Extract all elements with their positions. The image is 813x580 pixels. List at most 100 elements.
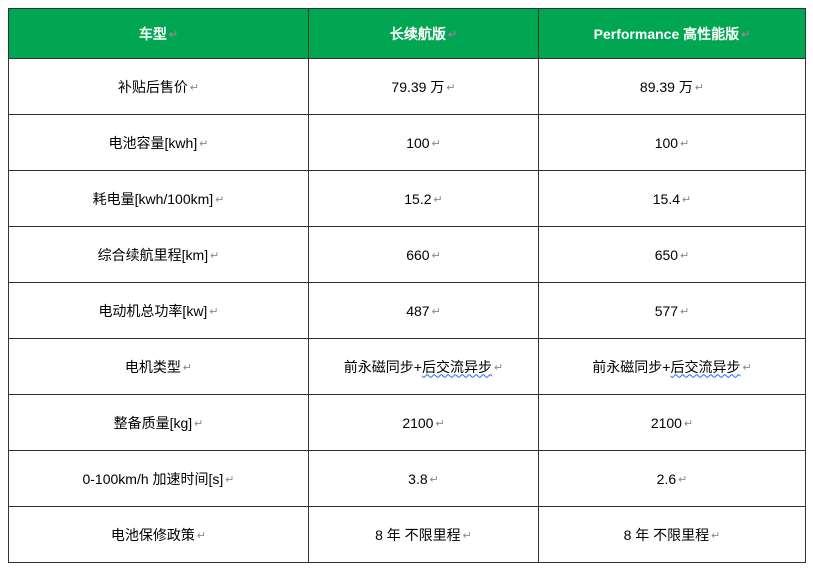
cell-value: 15.2 <box>404 191 431 207</box>
header-label: 车型 <box>139 24 167 44</box>
cell-value-wavy: 后交流异步 <box>670 357 740 377</box>
cell-value-pre: 前永磁同步+ <box>344 357 422 377</box>
return-mark: ↵ <box>695 81 704 94</box>
return-mark: ↵ <box>680 249 689 262</box>
cell-value: 660 <box>406 247 429 263</box>
return-mark: ↵ <box>432 249 441 262</box>
perf-cell: 2100↵ <box>539 395 806 451</box>
table-row: 电池容量[kwh]↵ 100↵ 100↵ <box>9 115 806 171</box>
return-mark: ↵ <box>209 305 218 318</box>
return-mark: ↵ <box>197 529 206 542</box>
row-label: 电机类型 <box>125 357 181 377</box>
long-cell: 15.2↵ <box>309 171 539 227</box>
return-mark: ↵ <box>711 529 720 542</box>
return-mark: ↵ <box>225 473 234 486</box>
table-row: 耗电量[kwh/100km]↵ 15.2↵ 15.4↵ <box>9 171 806 227</box>
perf-cell: 前永磁同步+后交流异步↵ <box>539 339 806 395</box>
return-mark: ↵ <box>678 473 687 486</box>
long-cell: 660↵ <box>309 227 539 283</box>
cell-value: 8 年 不限里程 <box>375 525 461 545</box>
long-cell: 100↵ <box>309 115 539 171</box>
return-mark: ↵ <box>448 28 457 41</box>
table-row: 电动机总功率[kw]↵ 487↵ 577↵ <box>9 283 806 339</box>
long-cell: 2100↵ <box>309 395 539 451</box>
return-mark: ↵ <box>682 193 691 206</box>
long-cell: 79.39 万↵ <box>309 59 539 115</box>
cell-value: 3.8 <box>408 471 427 487</box>
row-label: 电池容量[kwh] <box>109 133 198 153</box>
row-label: 补贴后售价 <box>118 77 188 97</box>
header-long-range: 长续航版↵ <box>309 9 539 59</box>
header-label: Performance 高性能版 <box>594 24 739 44</box>
cell-value: 2.6 <box>657 471 676 487</box>
row-label: 综合续航里程[km] <box>98 245 208 265</box>
return-mark: ↵ <box>210 249 219 262</box>
cell-value: 2100 <box>651 415 682 431</box>
table-row: 电机类型↵ 前永磁同步+后交流异步↵ 前永磁同步+后交流异步↵ <box>9 339 806 395</box>
cell-value: 100 <box>655 135 678 151</box>
return-mark: ↵ <box>435 417 444 430</box>
header-row: 车型↵ 长续航版↵ Performance 高性能版↵ <box>9 9 806 59</box>
cell-value: 2100 <box>402 415 433 431</box>
table-body: 补贴后售价↵ 79.39 万↵ 89.39 万↵ 电池容量[kwh]↵ 100↵… <box>9 59 806 563</box>
row-label: 整备质量[kg] <box>114 413 193 433</box>
perf-cell: 2.6↵ <box>539 451 806 507</box>
return-mark: ↵ <box>432 305 441 318</box>
table-row: 电池保修政策↵ 8 年 不限里程↵ 8 年 不限里程↵ <box>9 507 806 563</box>
row-label: 电动机总功率[kw] <box>98 301 207 321</box>
return-mark: ↵ <box>684 417 693 430</box>
header-model: 车型↵ <box>9 9 309 59</box>
cell-value: 89.39 万 <box>640 77 693 97</box>
perf-cell: 89.39 万↵ <box>539 59 806 115</box>
perf-cell: 100↵ <box>539 115 806 171</box>
row-label-cell: 电池容量[kwh]↵ <box>9 115 309 171</box>
return-mark: ↵ <box>680 137 689 150</box>
row-label-cell: 电动机总功率[kw]↵ <box>9 283 309 339</box>
table-row: 整备质量[kg]↵ 2100↵ 2100↵ <box>9 395 806 451</box>
perf-cell: 577↵ <box>539 283 806 339</box>
row-label: 0-100km/h 加速时间[s] <box>82 469 223 489</box>
long-cell: 3.8↵ <box>309 451 539 507</box>
row-label-cell: 整备质量[kg]↵ <box>9 395 309 451</box>
return-mark: ↵ <box>680 305 689 318</box>
cell-value: 79.39 万 <box>391 77 444 97</box>
return-mark: ↵ <box>432 137 441 150</box>
return-mark: ↵ <box>446 81 455 94</box>
table-row: 综合续航里程[km]↵ 660↵ 650↵ <box>9 227 806 283</box>
return-mark: ↵ <box>183 361 192 374</box>
cell-value: 577 <box>655 303 678 319</box>
header-label: 长续航版 <box>390 24 446 44</box>
return-mark: ↵ <box>199 137 208 150</box>
table-row: 0-100km/h 加速时间[s]↵ 3.8↵ 2.6↵ <box>9 451 806 507</box>
cell-value-pre: 前永磁同步+ <box>592 357 670 377</box>
cell-value: 8 年 不限里程 <box>624 525 710 545</box>
cell-value-wavy: 后交流异步 <box>422 357 492 377</box>
cell-value: 15.4 <box>653 191 680 207</box>
header-performance: Performance 高性能版↵ <box>539 9 806 59</box>
row-label: 电池保修政策 <box>111 525 195 545</box>
return-mark: ↵ <box>215 193 224 206</box>
row-label-cell: 电池保修政策↵ <box>9 507 309 563</box>
return-mark: ↵ <box>742 361 751 374</box>
return-mark: ↵ <box>194 417 203 430</box>
row-label-cell: 耗电量[kwh/100km]↵ <box>9 171 309 227</box>
return-mark: ↵ <box>494 361 503 374</box>
row-label-cell: 综合续航里程[km]↵ <box>9 227 309 283</box>
spec-table: 车型↵ 长续航版↵ Performance 高性能版↵ 补贴后售价↵ 79.39… <box>8 8 806 563</box>
return-mark: ↵ <box>434 193 443 206</box>
table-row: 补贴后售价↵ 79.39 万↵ 89.39 万↵ <box>9 59 806 115</box>
perf-cell: 15.4↵ <box>539 171 806 227</box>
perf-cell: 8 年 不限里程↵ <box>539 507 806 563</box>
row-label-cell: 补贴后售价↵ <box>9 59 309 115</box>
return-mark: ↵ <box>190 81 199 94</box>
long-cell: 8 年 不限里程↵ <box>309 507 539 563</box>
cell-value: 650 <box>655 247 678 263</box>
row-label-cell: 0-100km/h 加速时间[s]↵ <box>9 451 309 507</box>
return-mark: ↵ <box>741 28 750 41</box>
long-cell: 前永磁同步+后交流异步↵ <box>309 339 539 395</box>
return-mark: ↵ <box>463 529 472 542</box>
row-label-cell: 电机类型↵ <box>9 339 309 395</box>
return-mark: ↵ <box>169 28 178 41</box>
cell-value: 487 <box>406 303 429 319</box>
perf-cell: 650↵ <box>539 227 806 283</box>
